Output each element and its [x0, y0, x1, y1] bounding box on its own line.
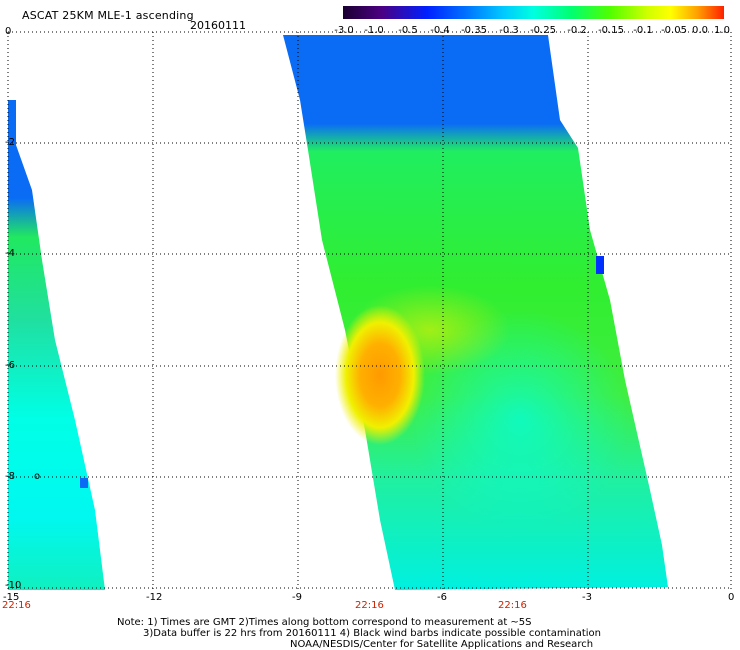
- time-label: 22:16: [498, 600, 527, 611]
- footer-note: 3)Data buffer is 22 hrs from 20160111 4)…: [143, 628, 601, 639]
- y-axis-label: -6: [5, 360, 15, 371]
- x-axis-label: -12: [146, 592, 163, 603]
- time-label: 22:16: [355, 600, 384, 611]
- colorbar: [343, 6, 724, 19]
- x-axis-label: 0: [728, 592, 735, 603]
- colorbar-label: -3.0: [334, 25, 354, 36]
- left-swath: [8, 100, 105, 590]
- warm-region: [335, 305, 425, 445]
- product-title: ASCAT 25KM MLE-1 ascending: [22, 9, 194, 22]
- colorbar-label: -1.0: [364, 25, 384, 36]
- y-axis-label: -4: [5, 248, 15, 259]
- colorbar-label: -0.2: [567, 25, 587, 36]
- y-axis-label: -10: [5, 580, 22, 591]
- colorbar-label: -0.15: [598, 25, 624, 36]
- x-axis-label: -3: [582, 592, 592, 603]
- colorbar-label: -0.3: [499, 25, 519, 36]
- product-date: 20160111: [190, 19, 246, 32]
- colorbar-label: -0.25: [530, 25, 556, 36]
- colorbar-gradient: [343, 6, 724, 19]
- colorbar-label: 0.0: [692, 25, 708, 36]
- main-swath-blue-cell: [596, 256, 604, 274]
- left-swath-blue-cell: [80, 478, 88, 488]
- x-axis-label: -9: [292, 592, 302, 603]
- colorbar-label: -0.35: [461, 25, 487, 36]
- y-axis-label: 0: [5, 26, 12, 37]
- y-axis-label: -8: [5, 471, 15, 482]
- footer-note: Note: 1) Times are GMT 2)Times along bot…: [117, 617, 532, 628]
- wind-marker: o: [34, 471, 40, 482]
- colorbar-labels: -3.0 -1.0 -0.5 -0.4 -0.35 -0.3 -0.25 -0.…: [330, 25, 730, 37]
- x-axis-label: -6: [437, 592, 447, 603]
- colorbar-label: -0.05: [661, 25, 687, 36]
- footer-credit: NOAA/NESDIS/Center for Satellite Applica…: [290, 639, 594, 650]
- colorbar-label: -0.5: [398, 25, 418, 36]
- y-axis-label: -2: [5, 137, 15, 148]
- time-label: 22:16: [2, 600, 31, 611]
- colorbar-label: -0.1: [633, 25, 653, 36]
- colorbar-label: -0.4: [430, 25, 450, 36]
- colorbar-label: 1.0: [714, 25, 730, 36]
- grid: [7, 31, 732, 590]
- x-axis-label: -15: [3, 592, 20, 603]
